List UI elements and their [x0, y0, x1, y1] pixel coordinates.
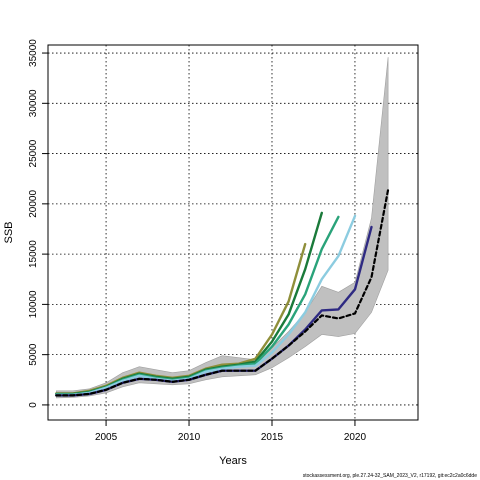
y-tick-label: 5000	[28, 343, 39, 366]
x-tick-label: 2005	[95, 432, 118, 443]
footer-credit: stockassessment.org, ple.27.24-32_SAM_20…	[303, 473, 477, 479]
x-axis-title: Years	[219, 455, 247, 467]
y-tick-label: 20000	[28, 190, 39, 218]
plot-frame	[47, 44, 419, 421]
y-tick-label: 15000	[28, 240, 39, 268]
series-lines	[55, 188, 390, 397]
series-line-2	[55, 211, 323, 396]
y-tick-label: 30000	[28, 89, 39, 117]
x-tick-label: 2015	[261, 432, 284, 443]
x-tick-label: 2010	[178, 432, 201, 443]
y-axis-title: SSB	[3, 221, 15, 243]
y-axis: 0 5000 10000 15000 20000 25000 30000 35000	[28, 39, 48, 408]
series-line-1	[55, 242, 307, 395]
y-tick-label: 25000	[28, 139, 39, 167]
series-line-4	[55, 214, 357, 397]
x-tick-label: 2020	[344, 432, 367, 443]
y-tick-label: 35000	[28, 39, 39, 67]
x-axis: 2005 2010 2015 2020	[95, 420, 367, 443]
y-tick-label: 0	[28, 402, 39, 408]
series-line-6	[55, 188, 390, 397]
y-tick-label: 10000	[28, 290, 39, 318]
confidence-band	[56, 57, 389, 399]
